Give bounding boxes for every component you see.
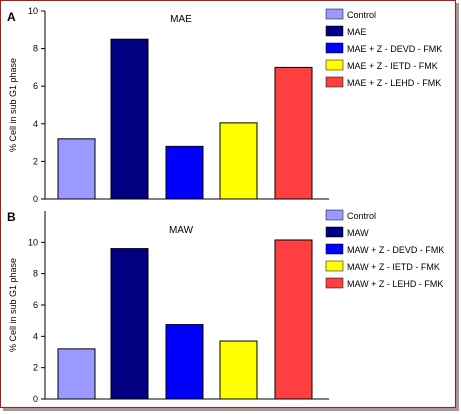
- panel-b-title: MAW: [169, 225, 194, 236]
- panel-a-legend-label: MAE + Z - LEHD - FMK: [347, 78, 441, 88]
- panel-a-legend-label: MAE + Z - DEVD - FMK: [347, 44, 442, 54]
- panel-b-legend-label: MAW: [347, 228, 369, 238]
- panel-b-y-tick-label: 0: [33, 394, 38, 404]
- figure-frame: A 0 2 4 6 8 10 % Cell in sub G1 phase MAE Control…: [0, 0, 456, 408]
- panel-b-legend-swatch: [325, 209, 344, 221]
- panel-b-legend-label: MAW + Z - IETD - FMK: [347, 262, 440, 272]
- panel-a-legend-swatch: [325, 25, 344, 37]
- panel-a-bar: [274, 66, 313, 200]
- panel-b-legend-label: MAW + Z - LEHD - FMK: [347, 279, 443, 289]
- panel-b-bar: [219, 340, 258, 400]
- panel-a-bar: [165, 145, 204, 200]
- panel-b-y-tick-label: 8: [33, 269, 38, 279]
- panel-b-bar: [165, 324, 204, 400]
- panel-a-y-axis-label: % Cell in sub G1 phase: [8, 58, 18, 152]
- panel-a-bar: [57, 138, 96, 200]
- panel-b-legend-label: Control: [347, 211, 376, 221]
- panel-b-legend-label: MAW + Z - DEVD - FMK: [347, 245, 444, 255]
- panel-a-legend-swatch: [325, 8, 344, 20]
- panel-a-legend-label: MAE + Z - IETD - FMK: [347, 61, 438, 71]
- panel-a-bar: [110, 38, 149, 200]
- panel-a-y-tick-label: 4: [33, 119, 38, 129]
- panel-b-legend-swatch: [325, 226, 344, 238]
- panel-a-y-tick-label: 6: [33, 81, 38, 91]
- panel-b-legend-swatch: [325, 260, 344, 272]
- panel-a-legend-swatch: [325, 42, 344, 54]
- panel-b-bar: [274, 239, 313, 400]
- panel-a-y-tick-label: 0: [33, 194, 38, 204]
- panel-a-title: MAE: [170, 14, 192, 25]
- panel-b-y-tick-label: 4: [33, 331, 38, 341]
- panel-a-y-tick-label: 10: [28, 6, 38, 16]
- panel-a-legend-swatch: [325, 59, 344, 71]
- panel-a-legend-label: MAE: [347, 27, 367, 37]
- panel-a-legend-label: Control: [347, 10, 376, 20]
- panel-a-y-tick-label: 2: [33, 156, 38, 166]
- panel-b-y-tick-label: 2: [33, 363, 38, 373]
- panel-b-y-tick-label: 6: [33, 300, 38, 310]
- panel-a-bar: [219, 122, 258, 200]
- panel-a-y-tick-label: 8: [33, 44, 38, 54]
- panel-b-legend-swatch: [325, 277, 344, 289]
- panel-a-legend-swatch: [325, 76, 344, 88]
- panel-b-legend-swatch: [325, 243, 344, 255]
- panel-b-label: B: [7, 210, 16, 224]
- panel-b-y-tick-label: 10: [28, 237, 38, 247]
- panel-b-bar: [57, 348, 96, 400]
- panel-b-bar: [110, 248, 149, 400]
- panel-a-label: A: [7, 10, 16, 24]
- panel-b-y-axis-label: % Cell in sub G1 phase: [8, 258, 18, 352]
